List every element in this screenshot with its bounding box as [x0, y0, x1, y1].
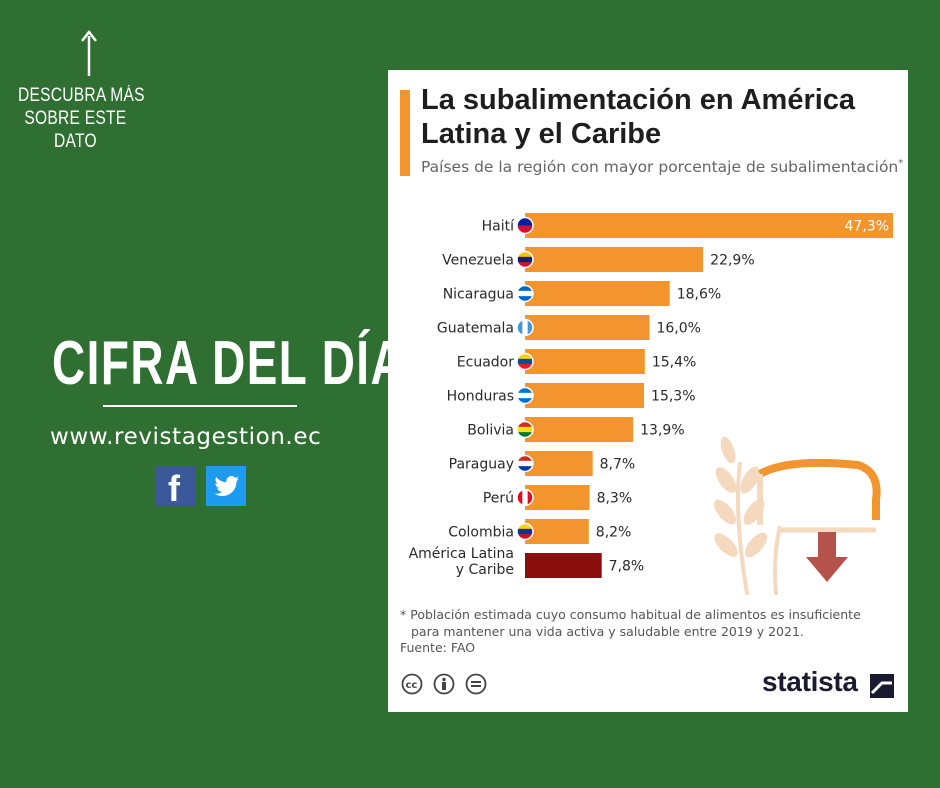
bar [525, 247, 704, 272]
bar [525, 315, 650, 340]
bar [525, 417, 634, 442]
wheat-icon [713, 436, 782, 595]
haiti-flag-icon [516, 216, 534, 235]
arrow-up-icon [81, 30, 97, 76]
svg-text:f: f [168, 468, 181, 506]
category-label: América Latina [409, 546, 514, 562]
paraguay-flag-icon [516, 454, 534, 473]
infographic-card: La subalimentación en América Latina y e… [388, 70, 908, 712]
no-derivatives-icon[interactable] [465, 673, 487, 699]
value-label: 47,3% [845, 219, 889, 235]
value-label: 15,4% [652, 355, 696, 371]
peru-flag-icon [516, 488, 534, 507]
category-label: Nicaragua [443, 287, 514, 303]
cta-line: DESCUBRA MÁS [18, 85, 145, 106]
down-arrow-icon [806, 532, 848, 582]
svg-text:cc: cc [406, 680, 418, 691]
subtitle-text: Países de la región con mayor porcentaje… [421, 158, 899, 177]
venezuela-flag-icon [516, 250, 534, 269]
footnote-line: para mantener una vida activa y saludabl… [411, 624, 804, 639]
title-accent-bar [400, 90, 410, 176]
footnote: * Población estimada cuyo consumo habitu… [400, 606, 900, 640]
value-label: 7,8% [609, 559, 645, 575]
bar [525, 485, 590, 510]
category-label: Venezuela [442, 253, 514, 269]
facebook-button[interactable]: f [155, 466, 195, 509]
category-label: Colombia [448, 525, 514, 541]
category-label: Paraguay [449, 457, 514, 473]
guatemala-flag-icon [516, 318, 534, 337]
footnote-line: * Población estimada cuyo consumo habitu… [400, 607, 861, 622]
value-label: 8,7% [600, 457, 636, 473]
category-label: Bolivia [467, 423, 514, 439]
divider [103, 405, 297, 407]
bar [525, 281, 670, 306]
chart-subtitle: Países de la región con mayor porcentaje… [421, 158, 903, 176]
twitter-icon [214, 475, 239, 497]
nicaragua-flag-icon [516, 284, 534, 303]
bar [525, 553, 602, 578]
bars-layer: Haití 47,3% Venezuela 22,9% Nicaragua 18,6% Gu… [409, 213, 893, 578]
cta-link[interactable]: DESCUBRA MÁS SOBRE ESTE DATO [18, 84, 145, 153]
bar [525, 519, 589, 544]
attribution-icon[interactable] [433, 673, 455, 699]
chart-title: La subalimentación en América Latina y e… [421, 84, 856, 150]
value-label: 8,2% [596, 525, 632, 541]
bar [525, 213, 893, 238]
value-label: 16,0% [656, 321, 700, 337]
bolivia-flag-icon [516, 420, 534, 439]
value-label: 13,9% [640, 423, 684, 439]
category-label: Honduras [447, 389, 514, 405]
value-label: 18,6% [677, 287, 721, 303]
value-label: 15,3% [651, 389, 695, 405]
category-label: Ecuador [457, 355, 514, 371]
facebook-icon: f [168, 468, 181, 509]
website-link[interactable]: www.revistagestion.ec [50, 424, 322, 450]
bar [525, 349, 645, 374]
decor-illustration [713, 436, 881, 595]
colombia-flag-icon [516, 522, 534, 541]
cta-line: SOBRE ESTE [24, 108, 127, 129]
bar [525, 451, 593, 476]
value-label: 8,3% [597, 491, 633, 507]
category-label: Perú [483, 491, 514, 507]
category-label: Guatemala [437, 321, 514, 337]
source-label: Fuente: FAO [400, 640, 476, 655]
category-label: y Caribe [456, 562, 514, 578]
subtitle-marker: * [898, 158, 904, 169]
bar [525, 383, 645, 408]
honduras-flag-icon [516, 386, 534, 405]
value-label: 22,9% [710, 253, 754, 269]
license-icons: cc [401, 673, 492, 699]
bar-chart: Haití 47,3% Venezuela 22,9% Nicaragua 18,6% Gu… [409, 213, 893, 595]
category-label: Haití [482, 219, 515, 235]
twitter-button[interactable] [206, 466, 246, 506]
creative-commons-icon[interactable]: cc [401, 673, 423, 699]
statista-logo[interactable]: statista [762, 666, 858, 697]
cta-line: DATO [53, 131, 97, 152]
headline: CIFRA DEL DÍA [52, 329, 406, 398]
ecuador-flag-icon [516, 352, 534, 371]
statista-logo-icon [870, 674, 894, 698]
promo-panel: DESCUBRA MÁS SOBRE ESTE DATO CIFRA DEL D… [0, 0, 404, 788]
